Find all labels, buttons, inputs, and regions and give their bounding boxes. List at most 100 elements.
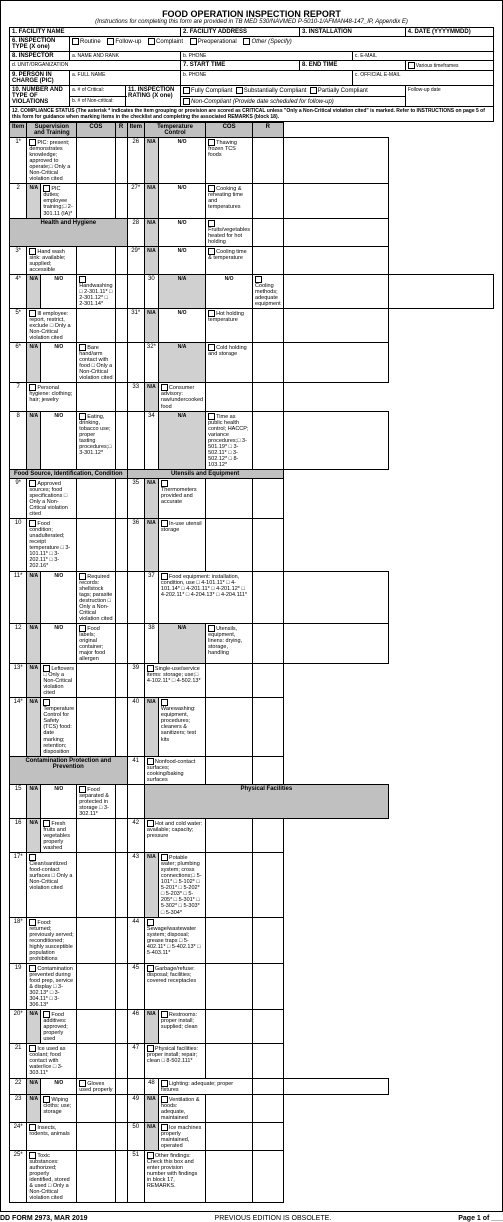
name-rank[interactable]: a. NAME AND RANK [70,52,181,61]
r-cell[interactable] [127,343,144,383]
r-cell[interactable] [115,184,127,218]
na-box[interactable]: N/A [144,138,158,184]
na-box[interactable]: N/A [27,274,41,308]
item-cb[interactable] [147,919,154,926]
preop-cb[interactable] [190,38,197,45]
r-cell[interactable] [253,1150,284,1202]
na-box[interactable]: N/A [27,411,41,469]
cos-cell[interactable] [253,138,284,184]
cos-cell[interactable] [77,853,115,917]
cos-cell[interactable] [77,1044,115,1078]
r-cell[interactable] [115,383,127,411]
r-cell[interactable] [283,411,388,469]
complaint-cb[interactable] [148,38,155,45]
pic-phone[interactable]: b. PHONE [181,71,353,86]
item-cb[interactable] [161,1011,168,1018]
na-box[interactable]: N/A [27,571,41,623]
na-box[interactable]: N/A [144,184,158,218]
item-cb[interactable] [147,1152,154,1159]
cos-cell[interactable] [206,818,253,852]
cos-cell[interactable] [206,1150,253,1202]
no-box[interactable]: N/O [41,571,77,623]
item-cb[interactable] [43,699,50,706]
item-cb[interactable] [161,854,168,861]
na-box[interactable]: N/A [27,698,41,756]
cos-cell[interactable] [253,623,284,663]
na-box[interactable]: N/A [144,519,158,571]
facility-address[interactable]: 2. FACILITY ADDRESS [181,28,300,37]
cos-cell[interactable] [77,383,115,411]
cos-cell[interactable] [115,343,127,383]
cos-cell[interactable] [253,309,284,343]
cos-cell[interactable] [77,818,115,852]
cos-cell[interactable] [77,917,115,963]
cos-cell[interactable] [206,917,253,963]
cos-cell[interactable] [115,1078,127,1094]
r-cell[interactable] [115,519,127,571]
item-cb[interactable] [29,310,36,317]
cos-cell[interactable] [206,664,253,698]
r-cell[interactable] [115,1044,127,1078]
no-box[interactable]: N/O [206,274,253,308]
cos-cell[interactable] [206,963,253,1009]
na-box[interactable]: N/A [144,218,158,246]
r-cell[interactable] [115,664,127,698]
cos-cell[interactable] [206,383,253,411]
cos-cell[interactable] [77,246,115,274]
phone[interactable]: b. PHONE [181,52,353,61]
start-time[interactable]: 7. START TIME [181,61,300,71]
r-cell[interactable] [253,853,284,917]
item-cb[interactable] [208,310,215,317]
item-cb[interactable] [147,820,154,827]
r-cell[interactable] [283,138,388,184]
item-cb[interactable] [161,520,168,527]
cos-cell[interactable] [115,623,127,663]
other-cb[interactable] [243,38,250,45]
na-box[interactable]: N/A [144,1122,158,1150]
r-cell[interactable] [253,1122,284,1150]
r-cell[interactable] [115,138,127,184]
na-box[interactable]: N/A [144,309,158,343]
na-box[interactable]: N/A [27,784,41,818]
item-cb[interactable] [29,520,36,527]
r-cell[interactable] [115,1010,127,1044]
noncrit-count[interactable]: b. # of Non-critical: [70,96,126,107]
r-cell[interactable] [253,818,284,852]
r-cell[interactable] [283,309,388,343]
item-cb[interactable] [161,699,168,706]
various-tf[interactable]: Various timeframes [405,61,493,71]
item-cb[interactable] [161,1096,168,1103]
na-box[interactable]: N/A [27,1078,41,1094]
na-box[interactable]: N/A [27,1094,41,1122]
installation[interactable]: 3. INSTALLATION [300,28,406,37]
facility-name[interactable]: 1. FACILITY NAME [10,28,181,37]
no-box[interactable]: N/O [41,274,77,308]
r-cell[interactable] [127,784,144,818]
na-box[interactable]: N/A [27,343,41,383]
item-cb[interactable] [29,248,36,255]
cos-cell[interactable] [253,343,284,383]
cos-cell[interactable] [77,478,115,518]
r-cell[interactable] [253,1044,284,1078]
email[interactable]: c. E-MAIL [352,52,493,61]
r-cell[interactable] [253,698,284,756]
item-cb[interactable] [29,384,36,391]
date[interactable]: 4. DATE (YYYYMMDD) [405,28,493,37]
r-cell[interactable] [127,411,144,469]
item-cb[interactable] [147,758,154,765]
item-cb[interactable] [79,1080,86,1087]
item-cb[interactable] [161,480,168,487]
item-cb[interactable] [161,573,168,580]
r-cell[interactable] [253,756,284,784]
item-cb[interactable] [208,413,215,420]
cos-cell[interactable] [206,478,253,518]
na-box[interactable]: N/A [144,246,158,274]
no-box[interactable]: N/O [41,343,77,383]
r-cell[interactable] [115,1122,127,1150]
item-cb[interactable] [29,139,36,146]
na-box[interactable]: N/A [144,1094,158,1122]
r-cell[interactable] [253,478,284,518]
no-box[interactable]: N/O [158,218,205,246]
item-cb[interactable] [208,220,215,227]
item-cb[interactable] [208,344,215,351]
